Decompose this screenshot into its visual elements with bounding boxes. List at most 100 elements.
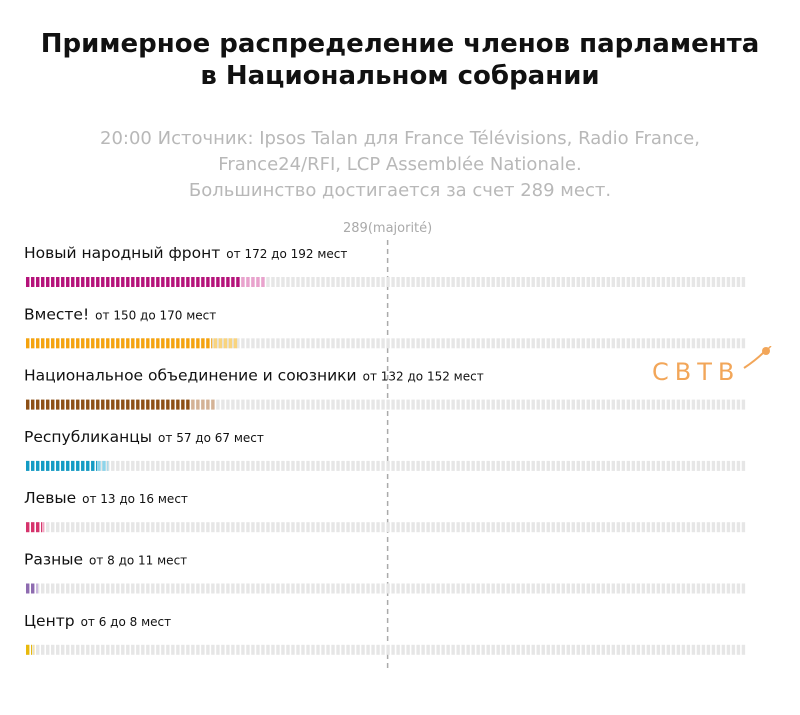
empty-seat-segment bbox=[466, 338, 470, 349]
empty-seat-segment bbox=[456, 460, 460, 471]
empty-seat-segment bbox=[111, 583, 115, 594]
party-name: Центр bbox=[24, 612, 75, 630]
empty-seat-segment bbox=[416, 460, 420, 471]
empty-seat-segment bbox=[701, 522, 706, 533]
empty-seat-segment bbox=[371, 399, 375, 410]
empty-seat-segment bbox=[741, 399, 746, 410]
empty-seat-segment bbox=[296, 644, 300, 655]
empty-seat-segment bbox=[631, 338, 636, 349]
empty-seat-segment bbox=[566, 583, 570, 594]
empty-seat-segment bbox=[451, 522, 455, 533]
seat-range-segment bbox=[246, 277, 250, 287]
party-name: Вместе! bbox=[24, 305, 89, 323]
empty-seat-segment bbox=[126, 460, 130, 471]
empty-seat-segment bbox=[376, 277, 380, 287]
empty-seat-segment bbox=[551, 522, 555, 533]
empty-seat-segment bbox=[636, 277, 641, 287]
empty-seat-segment bbox=[546, 522, 550, 533]
empty-seat-segment bbox=[386, 277, 390, 287]
empty-seat-segment bbox=[521, 338, 525, 349]
empty-seat-segment bbox=[301, 583, 305, 594]
empty-seat-segment bbox=[581, 644, 585, 655]
empty-seat-segment bbox=[571, 460, 575, 471]
empty-seat-segment bbox=[396, 277, 400, 287]
seat-low-segment bbox=[56, 460, 60, 471]
empty-seat-segment bbox=[586, 460, 590, 471]
empty-seat-segment bbox=[511, 644, 515, 655]
seat-low-segment bbox=[36, 522, 40, 533]
empty-seat-segment bbox=[306, 583, 310, 594]
seat-low-segment bbox=[231, 277, 235, 287]
empty-seat-segment bbox=[616, 644, 621, 655]
empty-seat-segment bbox=[226, 644, 230, 655]
seat-low-segment bbox=[156, 277, 160, 287]
empty-seat-segment bbox=[56, 522, 60, 533]
empty-seat-segment bbox=[571, 583, 575, 594]
empty-seat-segment bbox=[631, 583, 636, 594]
empty-seat-segment bbox=[696, 583, 701, 594]
empty-seat-segment bbox=[466, 277, 470, 287]
empty-seat-segment bbox=[371, 583, 375, 594]
empty-seat-segment bbox=[416, 399, 420, 410]
empty-seat-segment bbox=[206, 583, 210, 594]
empty-seat-segment bbox=[711, 399, 716, 410]
empty-seat-segment bbox=[356, 583, 360, 594]
empty-seat-segment bbox=[716, 277, 721, 287]
empty-seat-segment bbox=[361, 644, 365, 655]
empty-seat-segment bbox=[151, 644, 155, 655]
empty-seat-segment bbox=[641, 460, 646, 471]
empty-seat-segment bbox=[526, 338, 530, 349]
empty-seat-segment bbox=[221, 583, 225, 594]
empty-seat-segment bbox=[386, 522, 390, 533]
empty-seat-segment bbox=[631, 522, 636, 533]
empty-seat-segment bbox=[721, 399, 726, 410]
seat-range-segment bbox=[256, 277, 260, 287]
empty-seat-segment bbox=[611, 460, 616, 471]
empty-seat-segment bbox=[741, 522, 746, 533]
empty-seat-segment bbox=[171, 460, 175, 471]
empty-seat-segment bbox=[551, 338, 555, 349]
seat-low-segment bbox=[176, 399, 180, 410]
empty-seat-segment bbox=[481, 644, 485, 655]
empty-seat-segment bbox=[251, 644, 255, 655]
empty-seat-segment bbox=[641, 583, 646, 594]
empty-seat-segment bbox=[546, 277, 550, 287]
empty-seat-segment bbox=[441, 338, 445, 349]
seat-low-segment bbox=[61, 460, 65, 471]
empty-seat-segment bbox=[616, 277, 621, 287]
seat-low-segment bbox=[161, 277, 165, 287]
empty-seat-segment bbox=[516, 277, 520, 287]
seat-range-segment bbox=[218, 338, 223, 349]
seat-low-segment bbox=[171, 338, 175, 349]
seat-low-segment bbox=[111, 277, 115, 287]
party-seat-bar bbox=[26, 644, 746, 655]
empty-seat-segment bbox=[676, 583, 681, 594]
empty-seat-segment bbox=[236, 583, 240, 594]
empty-seat-segment bbox=[181, 460, 185, 471]
empty-seat-segment bbox=[526, 583, 530, 594]
empty-seat-segment bbox=[321, 277, 325, 287]
empty-seat-segment bbox=[441, 583, 445, 594]
empty-seat-segment bbox=[391, 399, 395, 410]
empty-seat-segment bbox=[536, 644, 540, 655]
empty-seat-segment bbox=[131, 522, 135, 533]
empty-seat-segment bbox=[211, 583, 215, 594]
party-name: Национальное объединение и союзники bbox=[24, 367, 357, 385]
empty-seat-segment bbox=[291, 338, 295, 349]
empty-seat-segment bbox=[446, 460, 450, 471]
empty-seat-segment bbox=[491, 277, 495, 287]
seat-low-segment bbox=[206, 338, 210, 349]
empty-seat-segment bbox=[281, 338, 285, 349]
seat-low-segment bbox=[126, 338, 130, 349]
empty-seat-segment bbox=[71, 583, 75, 594]
empty-seat-segment bbox=[61, 583, 65, 594]
empty-seat-segment bbox=[201, 522, 205, 533]
empty-seat-segment bbox=[456, 277, 460, 287]
empty-seat-segment bbox=[221, 644, 225, 655]
empty-seat-segment bbox=[631, 399, 636, 410]
empty-seat-segment bbox=[656, 644, 661, 655]
empty-seat-segment bbox=[726, 644, 731, 655]
empty-seat-segment bbox=[241, 399, 245, 410]
empty-seat-segment bbox=[521, 522, 525, 533]
empty-seat-segment bbox=[391, 338, 395, 349]
